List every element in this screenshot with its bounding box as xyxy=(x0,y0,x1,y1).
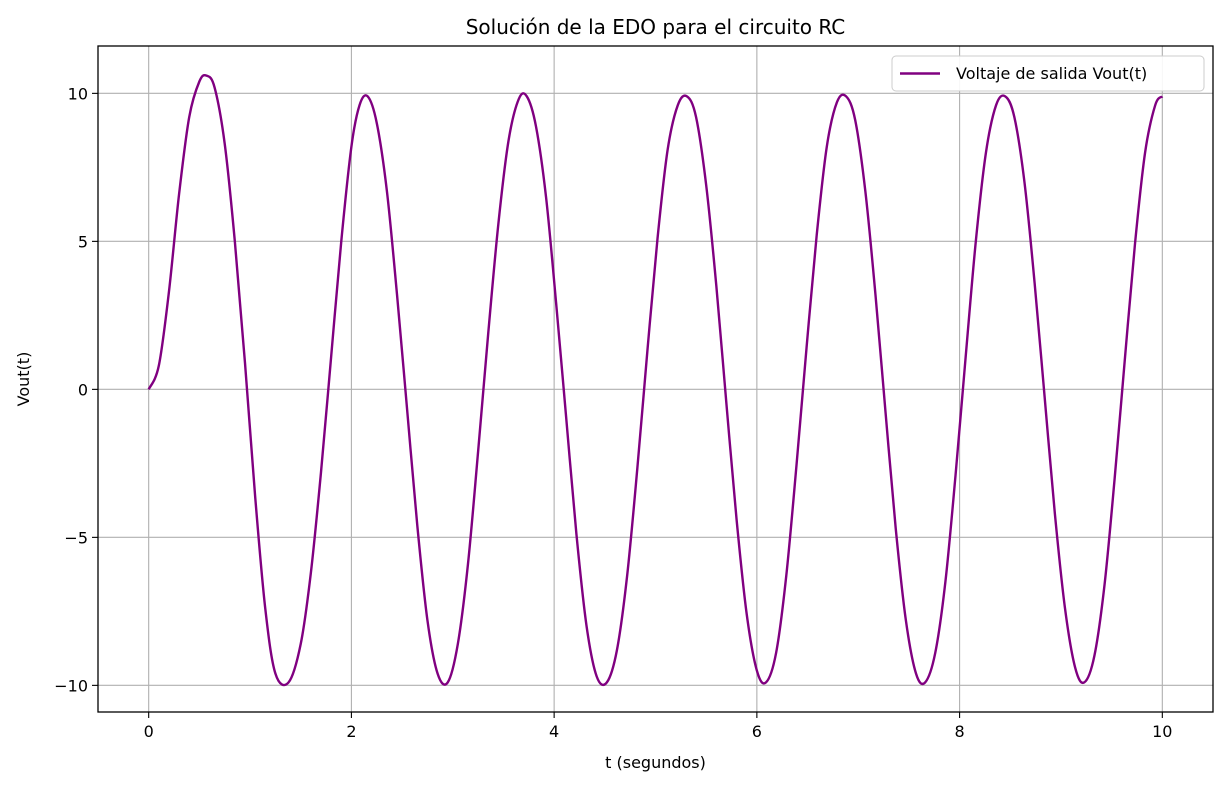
x-tick-label: 10 xyxy=(1152,722,1172,741)
x-axis-label: t (segundos) xyxy=(605,753,706,772)
legend: Voltaje de salida Vout(t) xyxy=(891,55,1205,92)
series-layer xyxy=(147,73,1164,687)
legend-label: Voltaje de salida Vout(t) xyxy=(956,64,1147,83)
y-ticks: −10 −5 0 5 10 xyxy=(54,84,98,695)
x-tick-label: 6 xyxy=(752,722,762,741)
y-tick-label: 10 xyxy=(68,84,88,103)
x-tick-label: 0 xyxy=(144,722,154,741)
y-axis-label: Vout(t) xyxy=(14,352,33,407)
y-tick-label: −5 xyxy=(64,528,88,547)
y-tick-label: −10 xyxy=(54,676,88,695)
grid xyxy=(98,46,1213,712)
x-ticks: 0 2 4 6 8 10 xyxy=(144,712,1172,741)
x-tick-label: 4 xyxy=(549,722,559,741)
plot-frame xyxy=(97,45,1214,713)
x-tick-label: 8 xyxy=(954,722,964,741)
y-tick-label: 0 xyxy=(78,380,88,399)
x-tick-label: 2 xyxy=(346,722,356,741)
series-line-vout xyxy=(147,73,1164,687)
legend-box xyxy=(891,55,1205,92)
chart-title: Solución de la EDO para el circuito RC xyxy=(466,15,846,39)
y-tick-label: 5 xyxy=(78,232,88,251)
